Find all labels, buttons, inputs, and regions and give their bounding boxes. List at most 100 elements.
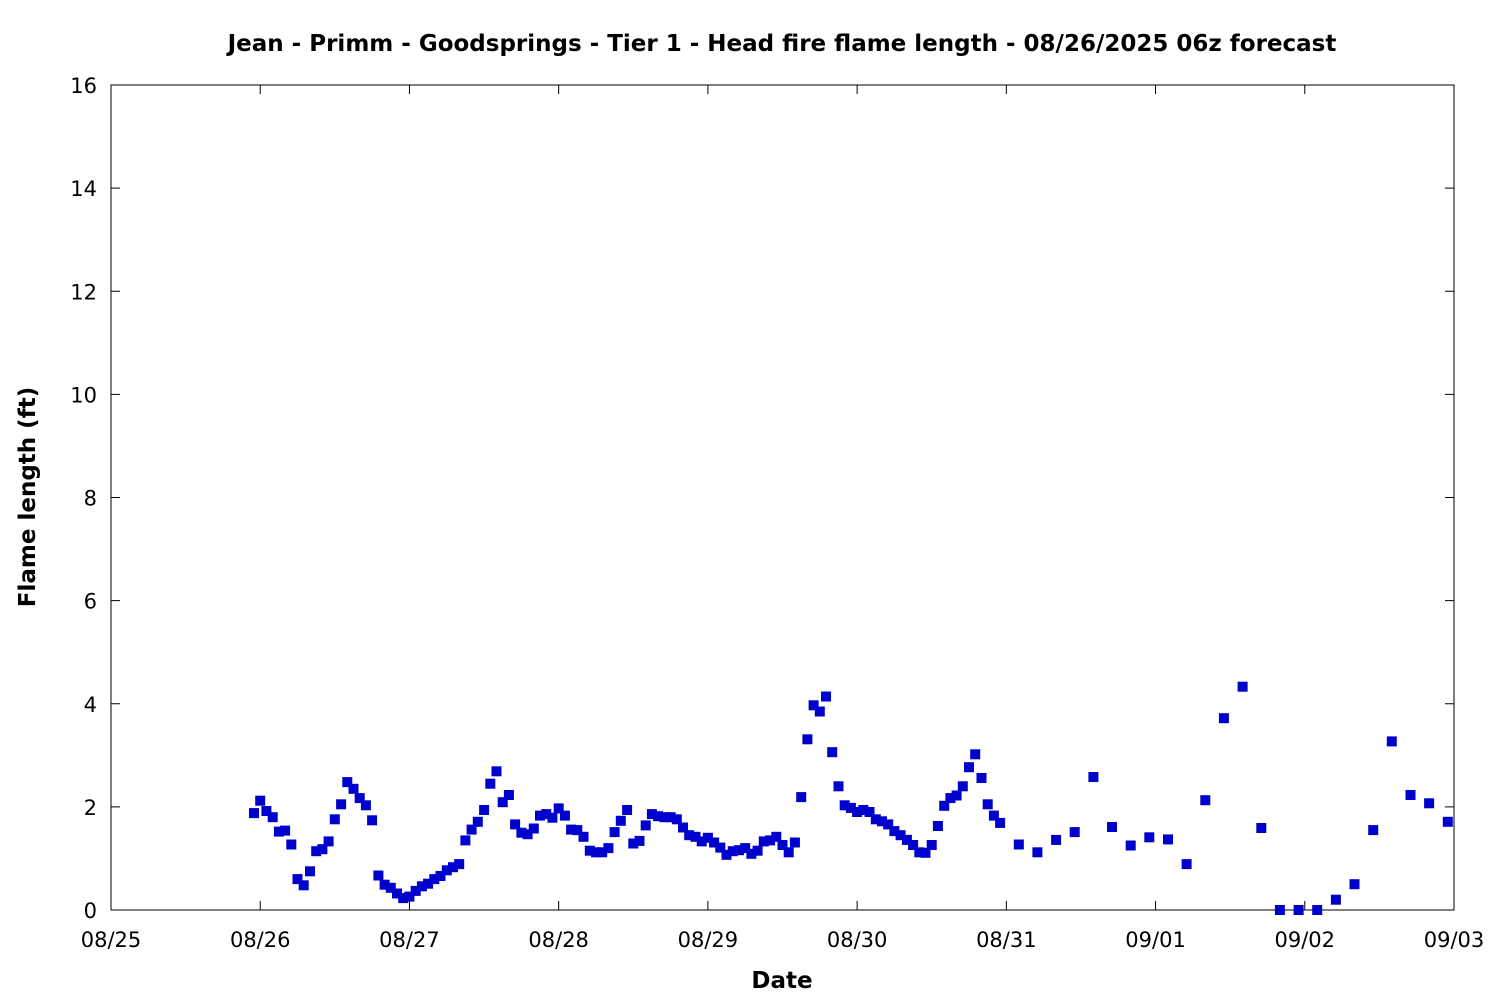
data-point	[261, 806, 272, 816]
x-tick-label: 08/28	[528, 928, 589, 952]
y-tick-label: 16	[70, 74, 97, 98]
y-tick-label: 4	[84, 693, 97, 717]
data-point	[659, 812, 670, 823]
data-points	[249, 681, 1453, 915]
data-point	[1032, 847, 1043, 858]
data-point	[678, 822, 688, 833]
data-point	[957, 781, 968, 792]
data-point	[995, 817, 1006, 828]
data-point	[398, 893, 409, 904]
data-point	[622, 805, 633, 815]
data-point	[298, 880, 309, 891]
data-point	[914, 847, 925, 858]
data-point	[889, 826, 900, 837]
data-point	[895, 830, 906, 841]
data-point	[771, 831, 782, 842]
data-point	[342, 777, 353, 788]
data-point	[721, 849, 732, 860]
data-point	[249, 808, 259, 819]
data-point	[336, 799, 347, 810]
data-point	[646, 809, 657, 820]
data-point	[429, 874, 440, 885]
data-point	[1442, 816, 1453, 827]
data-point	[640, 820, 651, 831]
data-point	[864, 807, 875, 817]
data-point	[566, 824, 577, 835]
data-point	[920, 847, 931, 858]
data-point	[665, 812, 676, 823]
data-point	[789, 837, 800, 848]
data-point	[852, 807, 863, 817]
data-point	[1163, 834, 1173, 845]
data-point	[292, 874, 303, 885]
data-point	[503, 790, 514, 800]
data-point	[584, 845, 595, 856]
data-point	[870, 814, 881, 825]
data-point	[547, 812, 558, 823]
data-point	[926, 840, 937, 850]
data-point	[982, 799, 993, 810]
data-point	[435, 871, 446, 881]
axis-ticks	[110, 84, 1455, 911]
x-tick-label: 08/25	[81, 928, 142, 952]
data-point	[1125, 840, 1136, 851]
data-point	[1088, 772, 1099, 782]
data-point	[964, 762, 974, 773]
data-point	[479, 805, 490, 815]
data-point	[945, 793, 956, 804]
data-point	[1237, 681, 1248, 692]
data-point	[466, 824, 477, 835]
data-point	[976, 773, 987, 783]
data-point	[267, 812, 278, 823]
data-point	[410, 885, 421, 896]
data-point	[1293, 905, 1304, 915]
data-point	[311, 846, 322, 857]
x-tick-label: 09/01	[1125, 928, 1186, 952]
data-point	[696, 836, 707, 847]
y-axis-label: Flame length (ft)	[15, 387, 41, 607]
data-point	[367, 815, 378, 826]
data-point	[286, 839, 297, 850]
data-point	[827, 747, 838, 758]
data-point	[416, 881, 427, 892]
y-tick-label: 0	[84, 899, 97, 923]
data-point	[348, 783, 359, 794]
data-point	[423, 878, 434, 889]
data-point	[1256, 823, 1267, 833]
data-point	[255, 795, 266, 806]
data-point	[908, 840, 919, 850]
y-tick-label: 8	[84, 487, 97, 511]
data-point	[932, 821, 943, 831]
data-point	[454, 859, 465, 870]
data-point	[939, 800, 950, 811]
data-point	[591, 847, 601, 858]
data-point	[578, 831, 589, 842]
data-point	[765, 835, 776, 846]
data-point	[777, 840, 788, 850]
data-point	[634, 835, 645, 846]
data-point	[1274, 905, 1285, 915]
data-point	[845, 802, 856, 813]
data-point	[796, 792, 807, 803]
data-point	[690, 831, 701, 842]
data-point	[1368, 825, 1379, 836]
data-point	[1144, 832, 1155, 843]
data-point	[273, 826, 284, 837]
data-point	[883, 819, 894, 830]
data-point	[746, 848, 757, 859]
data-point	[802, 734, 813, 745]
data-point	[628, 838, 639, 849]
data-point	[988, 810, 999, 821]
x-tick-label: 08/27	[379, 928, 440, 952]
data-point	[553, 803, 564, 814]
y-tick-label: 12	[70, 280, 97, 304]
data-point	[528, 823, 539, 834]
data-point	[404, 891, 415, 902]
data-point	[970, 749, 981, 760]
data-point	[615, 815, 626, 826]
data-point	[877, 816, 887, 827]
data-point	[354, 793, 365, 804]
data-point	[472, 816, 483, 827]
data-point	[783, 847, 794, 858]
